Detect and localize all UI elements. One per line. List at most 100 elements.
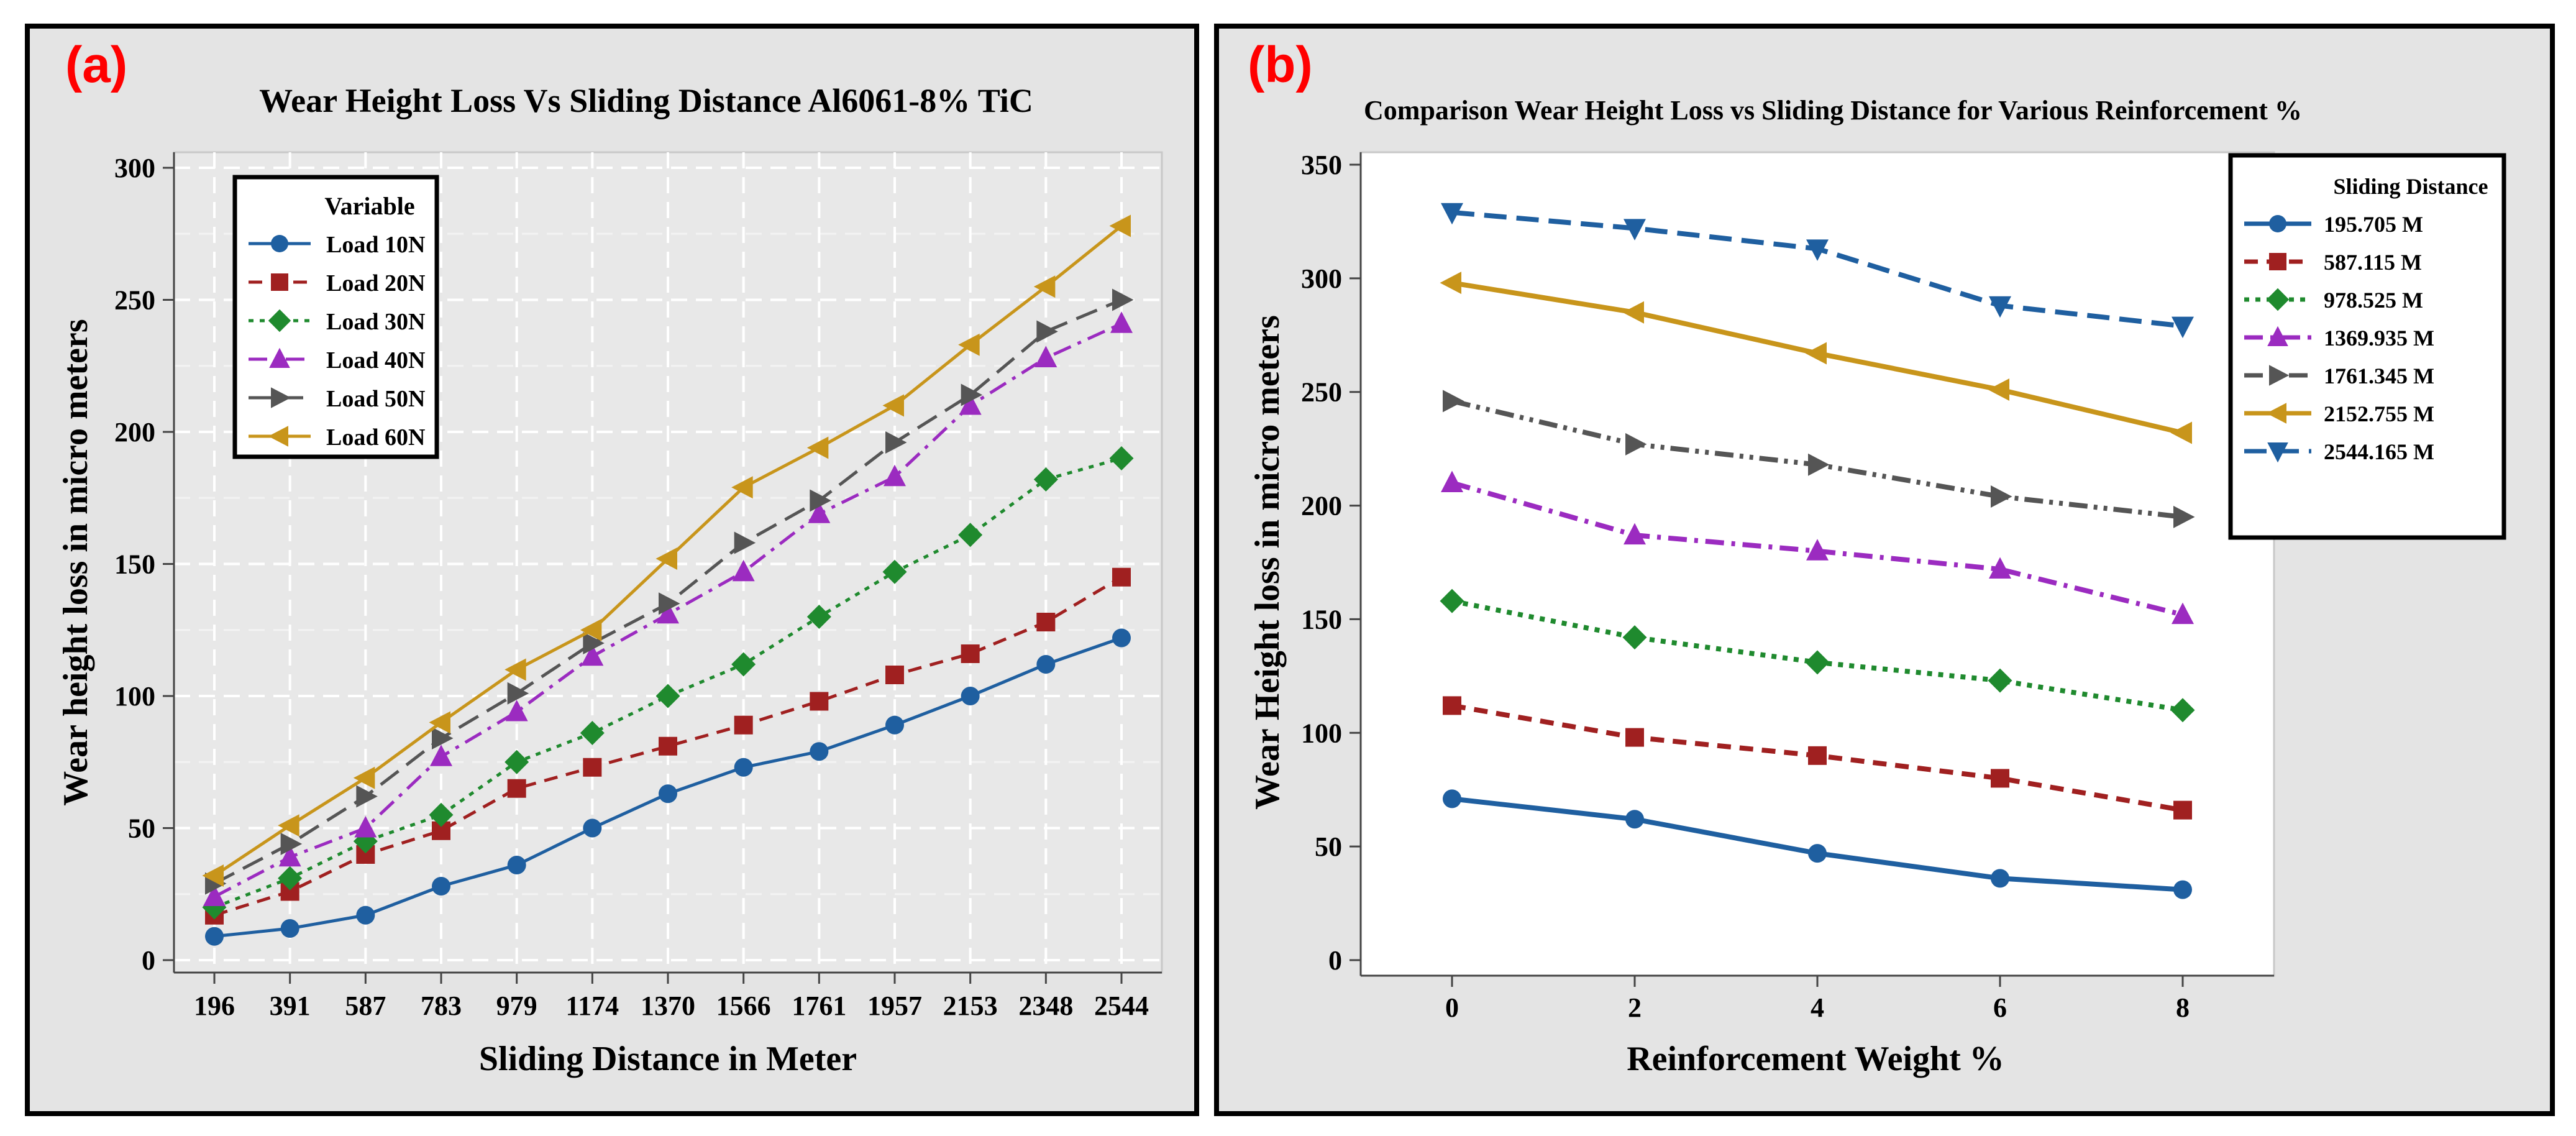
- panel-a-series-load-20n: [205, 567, 1131, 925]
- panel-a-data-point: [961, 383, 983, 406]
- panel-b-legend-label: 978.525 M: [2324, 288, 2423, 313]
- panel-a-data-point: [884, 464, 906, 487]
- panel-b-legend-title: Sliding Distance: [2333, 174, 2488, 199]
- panel-b-y-tick-label: 300: [1301, 263, 1342, 294]
- panel-a-data-point: [810, 489, 831, 512]
- panel-a-data-point: [1112, 628, 1131, 648]
- panel-a-data-point: [806, 605, 831, 629]
- panel-b-data-point: [1443, 390, 1464, 413]
- panel-b-x-tick-label: 0: [1445, 992, 1459, 1023]
- panel-b-data-point: [2172, 316, 2194, 339]
- panel-a-data-point: [885, 715, 904, 735]
- panel-b-data-point: [2170, 421, 2192, 444]
- panel-b-legend-marker: [2266, 288, 2290, 311]
- panel-b-series-195-705-m: [1443, 789, 2192, 899]
- panel-b-data-point: [2173, 800, 2192, 820]
- panel-a-label: (a): [65, 37, 127, 93]
- panel-a-data-point: [1033, 467, 1058, 492]
- panel-a-y-tick-label: 50: [128, 813, 155, 844]
- panel-a-data-point: [507, 682, 529, 705]
- panel-a-data-point: [882, 394, 904, 417]
- panel-a-data-point: [353, 766, 375, 789]
- panel-a-y-tick-label: 100: [114, 681, 155, 712]
- panel-b-legend-marker: [2267, 326, 2288, 346]
- panel-b-y-tick-label: 50: [1315, 831, 1342, 862]
- panel-a-data-point: [731, 652, 756, 677]
- panel-a-data-point: [1110, 311, 1133, 333]
- panel-a-data-point: [659, 736, 677, 756]
- panel-b-x-tick-label: 8: [2176, 992, 2190, 1023]
- panel-b-data-point: [1988, 378, 2009, 401]
- panel-b-series-587-115-m: [1443, 696, 2192, 820]
- panel-b-y-tick-label: 350: [1301, 150, 1342, 180]
- panel-a-legend-label: Load 60N: [326, 424, 425, 451]
- panel-b-data-point: [1625, 810, 1644, 829]
- panel-a-data-point: [808, 502, 831, 523]
- panel-b-data-point: [1991, 869, 2009, 888]
- panel-b-data-point: [1806, 539, 1829, 561]
- panel-b-data-point: [1805, 342, 1827, 365]
- panel-b-x-tick-label: 4: [1811, 992, 1824, 1023]
- panel-b-legend-label: 587.115 M: [2324, 250, 2422, 275]
- panel-a-data-point: [583, 632, 605, 654]
- panel-b-data-point: [1441, 203, 1463, 225]
- panel-a-series-load-30n: [202, 446, 1134, 920]
- panel-a-data-point: [583, 818, 602, 838]
- panel-b-x-tick-label: 2: [1628, 992, 1642, 1023]
- panel-a-data-point: [580, 618, 602, 641]
- panel-b-series: [1440, 203, 2195, 899]
- panel-a-x-tick-label: 979: [496, 991, 537, 1021]
- panel-b-data-point: [1625, 728, 1644, 747]
- panel-a-data-point: [1109, 214, 1131, 237]
- panel-a-data-point: [1112, 567, 1131, 587]
- panel-a-x-tick-label: 1566: [716, 991, 771, 1021]
- panel-b-data-point: [1806, 239, 1829, 261]
- panel-b: (b) Comparison Wear Height Loss vs Slidi…: [1214, 24, 2555, 1116]
- panel-a-data-point: [655, 684, 680, 708]
- panel-b-data-point: [2173, 880, 2192, 899]
- panel-a-x-tick-label: 196: [194, 991, 235, 1021]
- panel-b-axes: 0 50 100 150 200 250 300 350 0 2 4 6 8: [1301, 150, 2274, 1023]
- panel-a-legend-label: Load 30N: [326, 309, 425, 335]
- panel-b-data-point: [1808, 844, 1827, 863]
- panel-a-data-point: [1109, 446, 1134, 470]
- panel-a-data-point: [429, 711, 450, 734]
- panel-b-series-2544-165-m: [1441, 203, 2194, 339]
- panel-b-legend-label: 1761.345 M: [2324, 364, 2434, 388]
- panel-a-data-point: [356, 905, 375, 925]
- panel-b-data-point: [1989, 557, 2011, 579]
- panel-a-legend-marker: [268, 426, 288, 447]
- panel-a-series-load-40n: [203, 311, 1133, 906]
- panel-b-y-axis-label: Wear Height loss in micro meters: [1248, 315, 1287, 810]
- panel-a-series-load-10n: [205, 628, 1131, 946]
- panel-a-x-tick-label: 1957: [867, 991, 922, 1021]
- panel-b-legend-label: 1369.935 M: [2324, 326, 2434, 350]
- panel-b-data-point: [2170, 698, 2195, 723]
- panel-a-y-tick-label: 250: [114, 285, 155, 316]
- panel-a-data-point: [432, 727, 454, 749]
- panel-a-data-point: [1036, 613, 1056, 631]
- panel-a-series: [202, 214, 1134, 946]
- panel-a-axes: 0 50 100 150 200 250 300 196 391 587 783 979 1174 137…: [114, 152, 1162, 1021]
- panel-b-legend-marker: [2269, 365, 2290, 386]
- panel-a-y-tick-label: 200: [114, 417, 155, 447]
- panel-b-x-axis-label: Reinforcement Weight %: [1627, 1040, 2004, 1078]
- panel-a-x-tick-label: 2153: [943, 991, 998, 1021]
- panel-b-data-point: [1440, 272, 1461, 295]
- panel-b-data-point: [1988, 668, 2012, 693]
- panel-a-data-point: [810, 692, 829, 711]
- panel-a-data-point: [430, 744, 452, 766]
- panel-b-data-point: [1441, 470, 1463, 492]
- panel-a-x-tick-label: 1174: [566, 991, 619, 1021]
- panel-a-data-point: [961, 644, 980, 663]
- panel-a-x-tick-label: 783: [421, 991, 462, 1021]
- panel-b-series-2152-755-m: [1440, 272, 2192, 444]
- panel-a-data-point: [882, 559, 907, 584]
- panel-a-data-point: [432, 877, 450, 896]
- panel-b-data-point: [1805, 650, 1830, 675]
- panel-a-data-point: [659, 784, 677, 804]
- panel-a-legend-label: Load 50N: [326, 386, 425, 412]
- panel-a-data-point: [356, 785, 378, 808]
- panel-a-data-point: [734, 715, 753, 735]
- panel-a-series-load-60n: [202, 214, 1131, 887]
